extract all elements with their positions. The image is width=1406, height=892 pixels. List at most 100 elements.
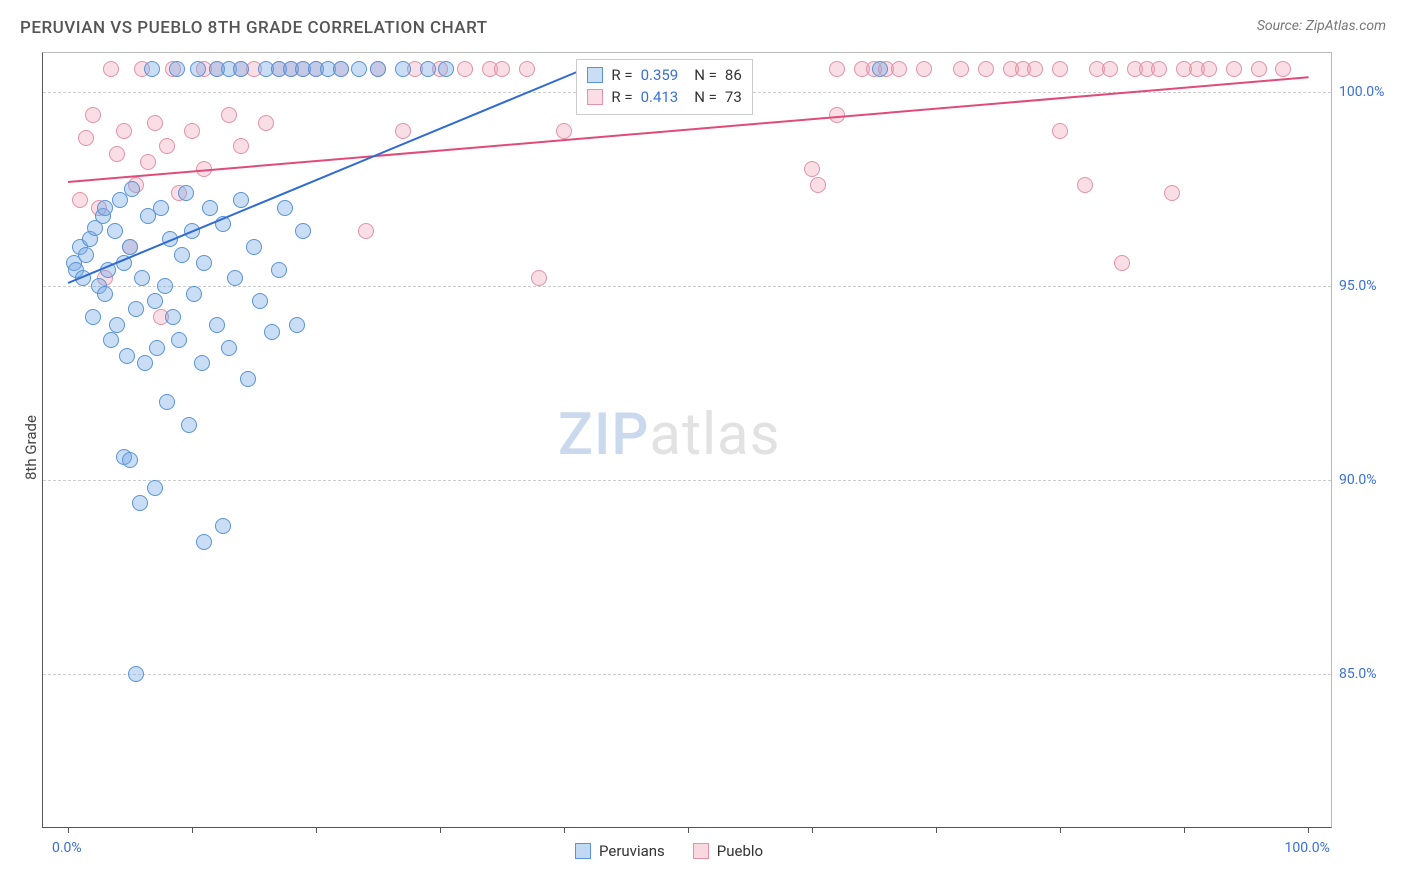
peruvians-point bbox=[174, 247, 190, 263]
pueblo-point bbox=[804, 161, 820, 177]
peruvians-point bbox=[264, 324, 280, 340]
pueblo-point bbox=[953, 61, 969, 77]
peruvians-swatch-icon bbox=[587, 67, 603, 83]
peruvians-point bbox=[202, 200, 218, 216]
pueblo-point bbox=[1114, 255, 1130, 271]
pueblo-point bbox=[233, 138, 249, 154]
peruvians-point bbox=[190, 61, 206, 77]
peruvians-point bbox=[157, 278, 173, 294]
peruvians-trendline bbox=[67, 61, 601, 284]
stats-row: R =0.413N =73 bbox=[587, 86, 741, 108]
peruvians-point bbox=[169, 61, 185, 77]
peruvians-point bbox=[159, 394, 175, 410]
peruvians-point bbox=[85, 309, 101, 325]
pueblo-point bbox=[1164, 185, 1180, 201]
pueblo-point bbox=[1077, 177, 1093, 193]
pueblo-point bbox=[140, 154, 156, 170]
peruvians-point bbox=[153, 200, 169, 216]
pueblo-point bbox=[78, 130, 94, 146]
pueblo-point bbox=[109, 146, 125, 162]
peruvians-point bbox=[221, 340, 237, 356]
peruvians-point bbox=[165, 309, 181, 325]
peruvians-point bbox=[370, 61, 386, 77]
y-tick-label: 95.0% bbox=[1339, 278, 1389, 294]
pueblo-point bbox=[395, 123, 411, 139]
pueblo-point bbox=[72, 192, 88, 208]
peruvians-point bbox=[124, 181, 140, 197]
x-tick-mark bbox=[440, 827, 441, 833]
pueblo-point bbox=[147, 115, 163, 131]
peruvians-point bbox=[194, 355, 210, 371]
stat-r-value: 0.413 bbox=[641, 88, 679, 106]
x-tick-mark bbox=[68, 827, 69, 833]
peruvians-point bbox=[333, 61, 349, 77]
pueblo-point bbox=[85, 107, 101, 123]
gridline-h bbox=[43, 674, 1331, 675]
peruvians-point bbox=[132, 495, 148, 511]
peruvians-point bbox=[240, 371, 256, 387]
pueblo-point bbox=[103, 61, 119, 77]
stat-n-value: 86 bbox=[725, 66, 742, 84]
peruvians-point bbox=[149, 340, 165, 356]
peruvians-point bbox=[196, 255, 212, 271]
peruvians-point bbox=[872, 61, 888, 77]
y-axis-label: 8th Grade bbox=[22, 415, 40, 480]
pueblo-swatch-icon bbox=[587, 89, 603, 105]
x-tick-mark bbox=[1184, 827, 1185, 833]
pueblo-point bbox=[1201, 61, 1217, 77]
peruvians-point bbox=[186, 286, 202, 302]
peruvians-point bbox=[147, 480, 163, 496]
peruvians-point bbox=[97, 200, 113, 216]
pueblo-point bbox=[221, 107, 237, 123]
pueblo-point bbox=[531, 270, 547, 286]
peruvians-point bbox=[137, 355, 153, 371]
y-tick-label: 100.0% bbox=[1339, 84, 1389, 100]
legend-swatch-icon bbox=[575, 843, 591, 859]
pueblo-point bbox=[1102, 61, 1118, 77]
x-tick-mark bbox=[1060, 827, 1061, 833]
peruvians-point bbox=[107, 223, 123, 239]
peruvians-point bbox=[147, 293, 163, 309]
peruvians-point bbox=[103, 332, 119, 348]
peruvians-point bbox=[134, 270, 150, 286]
peruvians-point bbox=[438, 61, 454, 77]
peruvians-point bbox=[227, 270, 243, 286]
peruvians-point bbox=[112, 192, 128, 208]
gridline-h bbox=[43, 480, 1331, 481]
x-tick-mark bbox=[192, 827, 193, 833]
peruvians-point bbox=[181, 417, 197, 433]
peruvians-point bbox=[351, 61, 367, 77]
pueblo-point bbox=[1251, 61, 1267, 77]
peruvians-point bbox=[128, 301, 144, 317]
x-tick-mark bbox=[688, 827, 689, 833]
peruvians-point bbox=[78, 247, 94, 263]
pueblo-point bbox=[556, 123, 572, 139]
pueblo-point bbox=[184, 123, 200, 139]
pueblo-point bbox=[810, 177, 826, 193]
source-attribution: Source: ZipAtlas.com bbox=[1257, 18, 1386, 34]
x-tick-label: 100.0% bbox=[1284, 840, 1329, 856]
peruvians-point bbox=[246, 239, 262, 255]
pueblo-point bbox=[494, 61, 510, 77]
stat-r-value: 0.359 bbox=[641, 66, 679, 84]
pueblo-point bbox=[1151, 61, 1167, 77]
pueblo-point bbox=[258, 115, 274, 131]
x-tick-mark bbox=[1308, 827, 1309, 833]
peruvians-point bbox=[233, 61, 249, 77]
pueblo-point bbox=[358, 223, 374, 239]
peruvians-point bbox=[119, 348, 135, 364]
peruvians-point bbox=[144, 61, 160, 77]
chart-title: PERUVIAN VS PUEBLO 8TH GRADE CORRELATION… bbox=[20, 18, 488, 38]
pueblo-point bbox=[1275, 61, 1291, 77]
legend-label: Peruvians bbox=[599, 842, 665, 860]
legend: PeruviansPueblo bbox=[575, 842, 763, 860]
peruvians-point bbox=[271, 262, 287, 278]
peruvians-point bbox=[295, 223, 311, 239]
pueblo-point bbox=[159, 138, 175, 154]
x-tick-mark bbox=[936, 827, 937, 833]
x-tick-label: 0.0% bbox=[52, 840, 82, 856]
plot-area: 85.0%90.0%95.0%100.0%R =0.359N =86R =0.4… bbox=[42, 52, 1332, 828]
peruvians-point bbox=[215, 518, 231, 534]
peruvians-point bbox=[178, 185, 194, 201]
pueblo-point bbox=[1052, 61, 1068, 77]
